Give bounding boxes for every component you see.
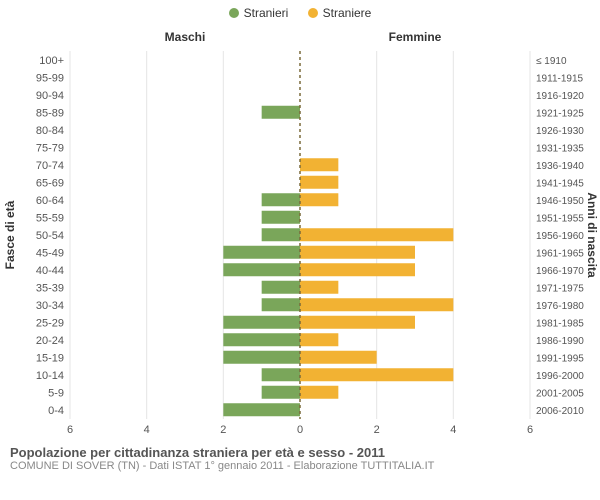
- bar-female: [300, 246, 415, 259]
- bar-male: [262, 228, 300, 241]
- bar-female: [300, 281, 338, 294]
- bar-male: [262, 298, 300, 311]
- age-label: 50-54: [36, 230, 64, 242]
- age-label: 0-4: [48, 405, 64, 417]
- bar-male: [262, 106, 300, 119]
- birth-label: 1911-1915: [536, 73, 584, 84]
- legend-item-female: Straniere: [308, 6, 372, 20]
- section-title-female: Femmine: [389, 30, 442, 44]
- age-label: 25-29: [36, 317, 64, 329]
- bar-male: [262, 193, 300, 206]
- birth-label: 1936-1940: [536, 161, 584, 172]
- bar-male: [223, 246, 300, 259]
- bar-male: [223, 316, 300, 329]
- age-label: 35-39: [36, 282, 64, 294]
- bar-female: [300, 368, 453, 381]
- birth-label: 1976-1980: [536, 301, 584, 312]
- y-axis-right-label: Anni di nascita: [585, 192, 599, 278]
- y-axis-left-label: Fasce di età: [3, 200, 17, 269]
- bar-male: [262, 386, 300, 399]
- birth-label: 1916-1920: [536, 91, 584, 102]
- chart-area: 0 2 2 4 4 6 6 Maschi Femmine Fasce di età Anni di …: [0, 21, 600, 441]
- bar-female: [300, 263, 415, 276]
- birth-label: 1981-1985: [536, 318, 584, 329]
- legend-item-male: Stranieri: [229, 6, 289, 20]
- age-label: 40-44: [36, 265, 64, 277]
- bar-male: [223, 263, 300, 276]
- age-label: 60-64: [36, 195, 64, 207]
- age-label: 55-59: [36, 212, 64, 224]
- age-label: 30-34: [36, 300, 64, 312]
- age-label: 10-14: [36, 370, 64, 382]
- birth-label: 1951-1955: [536, 213, 584, 224]
- birth-label: 1956-1960: [536, 231, 584, 242]
- bar-male: [223, 351, 300, 364]
- x-tick-left: 6: [67, 424, 73, 436]
- bar-male: [262, 368, 300, 381]
- age-label: 95-99: [36, 72, 64, 84]
- x-tick-left: 0: [297, 424, 303, 436]
- bar-female: [300, 386, 338, 399]
- legend-swatch-female: [308, 8, 318, 18]
- legend: Stranieri Straniere: [0, 0, 600, 21]
- age-label: 100+: [39, 55, 64, 67]
- birth-label: 2006-2010: [536, 406, 584, 417]
- age-label: 75-79: [36, 142, 64, 154]
- chart-title: Popolazione per cittadinanza straniera p…: [10, 445, 590, 460]
- bar-male: [262, 211, 300, 224]
- age-label: 5-9: [48, 387, 64, 399]
- birth-label: 1961-1965: [536, 248, 584, 259]
- birth-label: 1926-1930: [536, 126, 584, 137]
- birth-label: 1991-1995: [536, 353, 584, 364]
- footer: Popolazione per cittadinanza straniera p…: [0, 441, 600, 472]
- age-label: 85-89: [36, 107, 64, 119]
- bar-female: [300, 193, 338, 206]
- x-tick-right: 2: [374, 424, 380, 436]
- bar-male: [262, 281, 300, 294]
- age-label: 90-94: [36, 90, 64, 102]
- bar-male: [223, 333, 300, 346]
- legend-label-male: Stranieri: [244, 6, 289, 20]
- birth-label: ≤ 1910: [536, 56, 567, 67]
- bar-female: [300, 298, 453, 311]
- birth-label: 1986-1990: [536, 336, 584, 347]
- bar-female: [300, 176, 338, 189]
- bar-male: [223, 403, 300, 416]
- legend-label-female: Straniere: [323, 6, 372, 20]
- legend-swatch-male: [229, 8, 239, 18]
- birth-label: 2001-2005: [536, 388, 584, 399]
- age-label: 65-69: [36, 177, 64, 189]
- age-label: 45-49: [36, 247, 64, 259]
- pyramid-chart: 0 2 2 4 4 6 6 Maschi Femmine Fasce di età Anni di …: [0, 21, 600, 441]
- age-label: 70-74: [36, 160, 64, 172]
- x-tick-left: 2: [220, 424, 226, 436]
- section-title-male: Maschi: [165, 30, 206, 44]
- birth-label: 1966-1970: [536, 266, 584, 277]
- birth-label: 1946-1950: [536, 196, 584, 207]
- x-tick-left: 4: [144, 424, 150, 436]
- age-label: 20-24: [36, 335, 64, 347]
- birth-label: 1921-1925: [536, 108, 584, 119]
- x-tick-right: 4: [450, 424, 456, 436]
- birth-label: 1971-1975: [536, 283, 584, 294]
- age-label: 80-84: [36, 125, 64, 137]
- bar-female: [300, 228, 453, 241]
- bar-female: [300, 351, 377, 364]
- bar-female: [300, 333, 338, 346]
- chart-subtitle: COMUNE DI SOVER (TN) - Dati ISTAT 1° gen…: [10, 460, 590, 472]
- birth-label: 1941-1945: [536, 178, 584, 189]
- birth-label: 1931-1935: [536, 143, 584, 154]
- age-label: 15-19: [36, 352, 64, 364]
- bar-female: [300, 316, 415, 329]
- bar-female: [300, 158, 338, 171]
- x-tick-right: 6: [527, 424, 533, 436]
- birth-label: 1996-2000: [536, 371, 584, 382]
